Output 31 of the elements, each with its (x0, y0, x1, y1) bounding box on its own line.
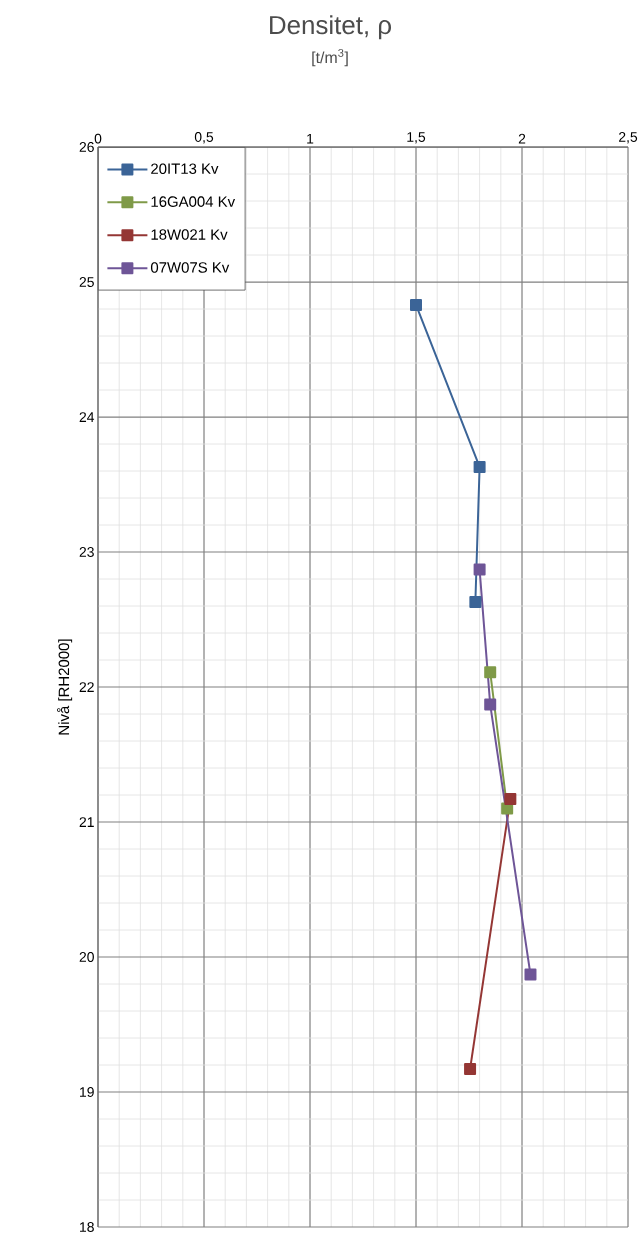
x-tick-label: 0,5 (194, 131, 214, 144)
point (504, 793, 517, 806)
point (473, 563, 486, 576)
point (473, 460, 486, 473)
point (410, 298, 422, 311)
x-tick-label: 0 (94, 133, 102, 144)
y-tick-label: 24 (79, 412, 95, 422)
x-tick-label: 1 (307, 133, 314, 144)
legend-label: 16GA004 Kv (151, 196, 236, 207)
y-tick-label: 25 (79, 277, 94, 287)
chart-subtitle: [t/m$^{3}$] (312, 48, 348, 67)
point (484, 666, 497, 679)
x-tick-label: 1,5 (407, 132, 426, 144)
y-tick-label: 23 (79, 547, 94, 557)
point (469, 595, 482, 608)
y-axis-title: Nivå [RH2000] (56, 639, 73, 735)
legend-label: 07W07S Kv (150, 262, 230, 273)
x-tick-label: 2,5 (619, 131, 638, 144)
y-tick-label: 20 (79, 952, 94, 962)
legend-label: 18W021 Kv (151, 229, 228, 240)
y-tick-label: 26 (79, 142, 94, 152)
point (484, 698, 497, 711)
point (464, 1063, 477, 1076)
chart-title: Densitet, ρ (270, 15, 392, 40)
legend-label: 20IT13 Kv (151, 163, 219, 175)
point (524, 968, 537, 981)
y-tick-label: 18 (80, 1222, 94, 1232)
y-tick-label: 19 (80, 1087, 94, 1097)
y-tick-label: 22 (79, 682, 94, 692)
y-tick-label: 21 (79, 817, 94, 827)
x-tick-label: 2 (518, 133, 526, 144)
